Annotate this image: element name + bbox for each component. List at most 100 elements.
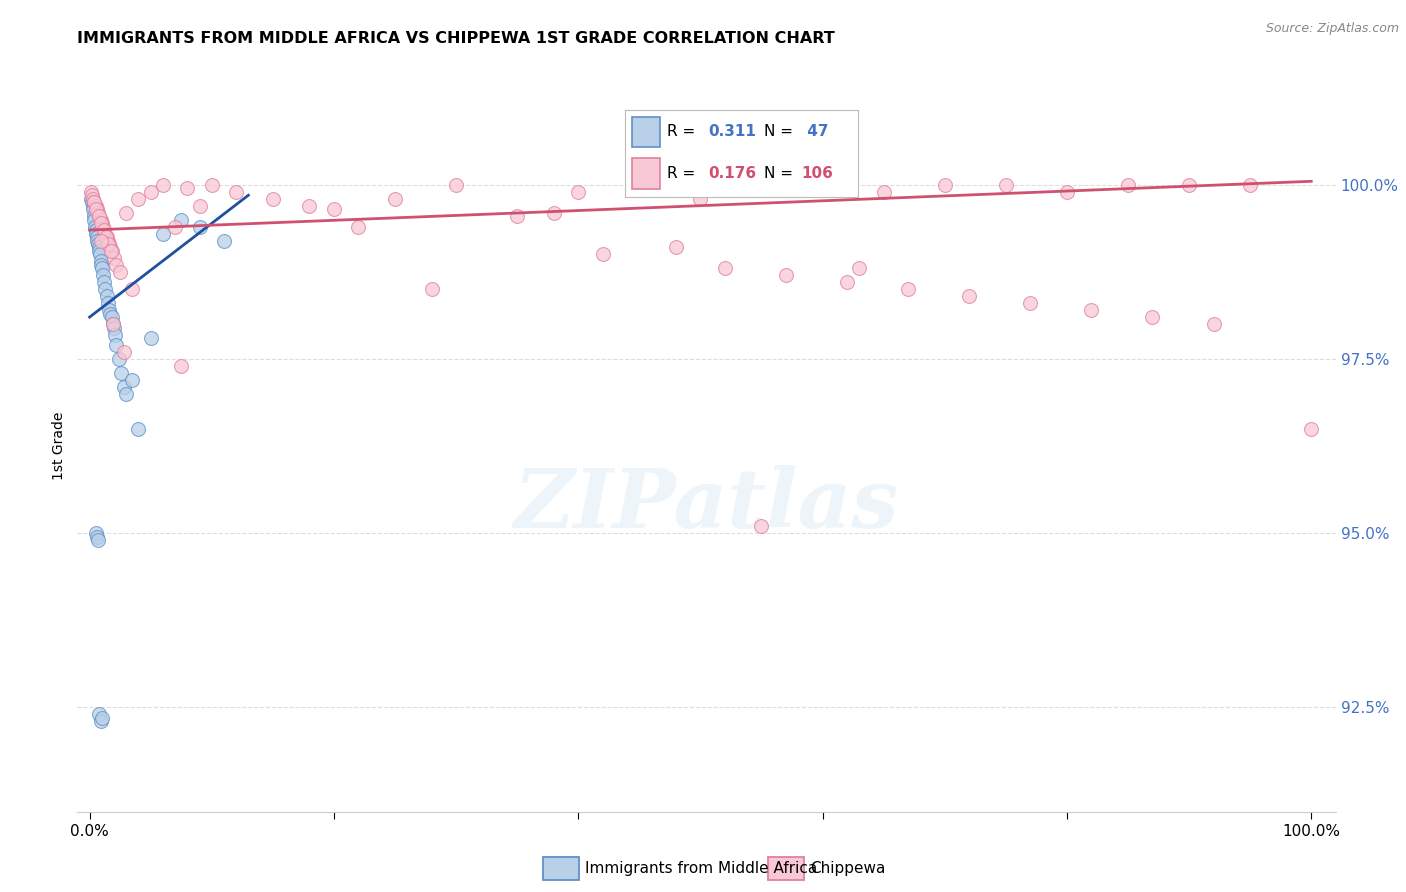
Point [1142,310,1164,325]
Point [96,230,118,244]
Point [87,237,110,252]
Point [262,192,284,206]
Point [101,317,124,331]
Point [89,209,111,223]
Point [121,373,143,387]
Point [225,185,247,199]
Point [84,227,107,241]
Point [82,199,104,213]
Point [84,526,107,541]
Text: Chippewa: Chippewa [810,862,886,876]
Point [90,234,112,248]
Point [80,192,103,206]
Point [665,240,688,254]
Point [835,275,858,289]
Point [96,289,118,303]
Point [80,185,103,199]
Point [139,185,162,199]
Point [1178,178,1201,192]
Point [872,185,894,199]
Point [127,421,149,435]
Point [298,199,321,213]
Point [105,258,128,272]
Text: N =: N = [765,124,793,139]
Point [97,234,120,248]
Point [80,188,103,202]
Point [83,195,105,210]
Point [86,234,108,248]
Point [1239,178,1261,192]
Text: ZIPatlas: ZIPatlas [513,465,900,544]
Point [165,219,187,234]
Point [1019,296,1042,310]
Text: 106: 106 [801,166,834,181]
Point [90,261,112,276]
Point [98,240,121,254]
Point [90,254,112,268]
Point [105,338,128,352]
Point [420,282,443,296]
Point [115,386,138,401]
Point [714,261,737,276]
Point [957,289,980,303]
Point [87,205,110,219]
Bar [631,158,659,188]
Point [82,202,104,216]
Point [108,265,131,279]
Point [90,216,112,230]
Point [110,366,132,380]
Point [83,212,105,227]
Point [100,310,122,325]
Point [170,212,193,227]
Point [212,234,235,248]
Point [592,247,614,261]
Point [98,307,121,321]
Point [86,202,108,216]
Point [101,317,124,331]
Point [94,282,117,296]
Point [176,181,198,195]
Point [994,178,1017,192]
Point [94,230,117,244]
Y-axis label: 1st Grade: 1st Grade [52,412,66,480]
Point [93,223,115,237]
Point [543,205,565,219]
Point [86,230,108,244]
Point [90,212,112,227]
Point [91,268,114,283]
Point [84,202,107,216]
Point [103,320,125,334]
Point [89,247,111,261]
Point [93,223,115,237]
Point [506,209,529,223]
Point [112,345,135,359]
Point [567,185,589,199]
Text: IMMIGRANTS FROM MIDDLE AFRICA VS CHIPPEWA 1ST GRADE CORRELATION CHART: IMMIGRANTS FROM MIDDLE AFRICA VS CHIPPEW… [77,31,835,46]
Point [91,219,114,234]
Text: Source: ZipAtlas.com: Source: ZipAtlas.com [1265,22,1399,36]
Point [89,244,111,258]
Point [112,380,135,394]
Text: 0.176: 0.176 [709,166,756,181]
Point [811,178,834,192]
Point [82,192,104,206]
Point [751,178,773,192]
Point [188,199,211,213]
Point [87,240,110,254]
Point [152,227,174,241]
Point [90,714,112,728]
Bar [768,857,804,880]
Point [100,244,122,258]
Point [87,533,110,547]
Bar [543,857,579,880]
Point [84,199,107,213]
Text: 47: 47 [801,124,828,139]
Point [127,192,149,206]
Point [115,205,138,219]
Point [103,251,125,265]
Text: N =: N = [765,166,793,181]
Point [83,195,105,210]
Point [201,178,224,192]
Point [384,192,406,206]
Text: R =: R = [666,124,700,139]
